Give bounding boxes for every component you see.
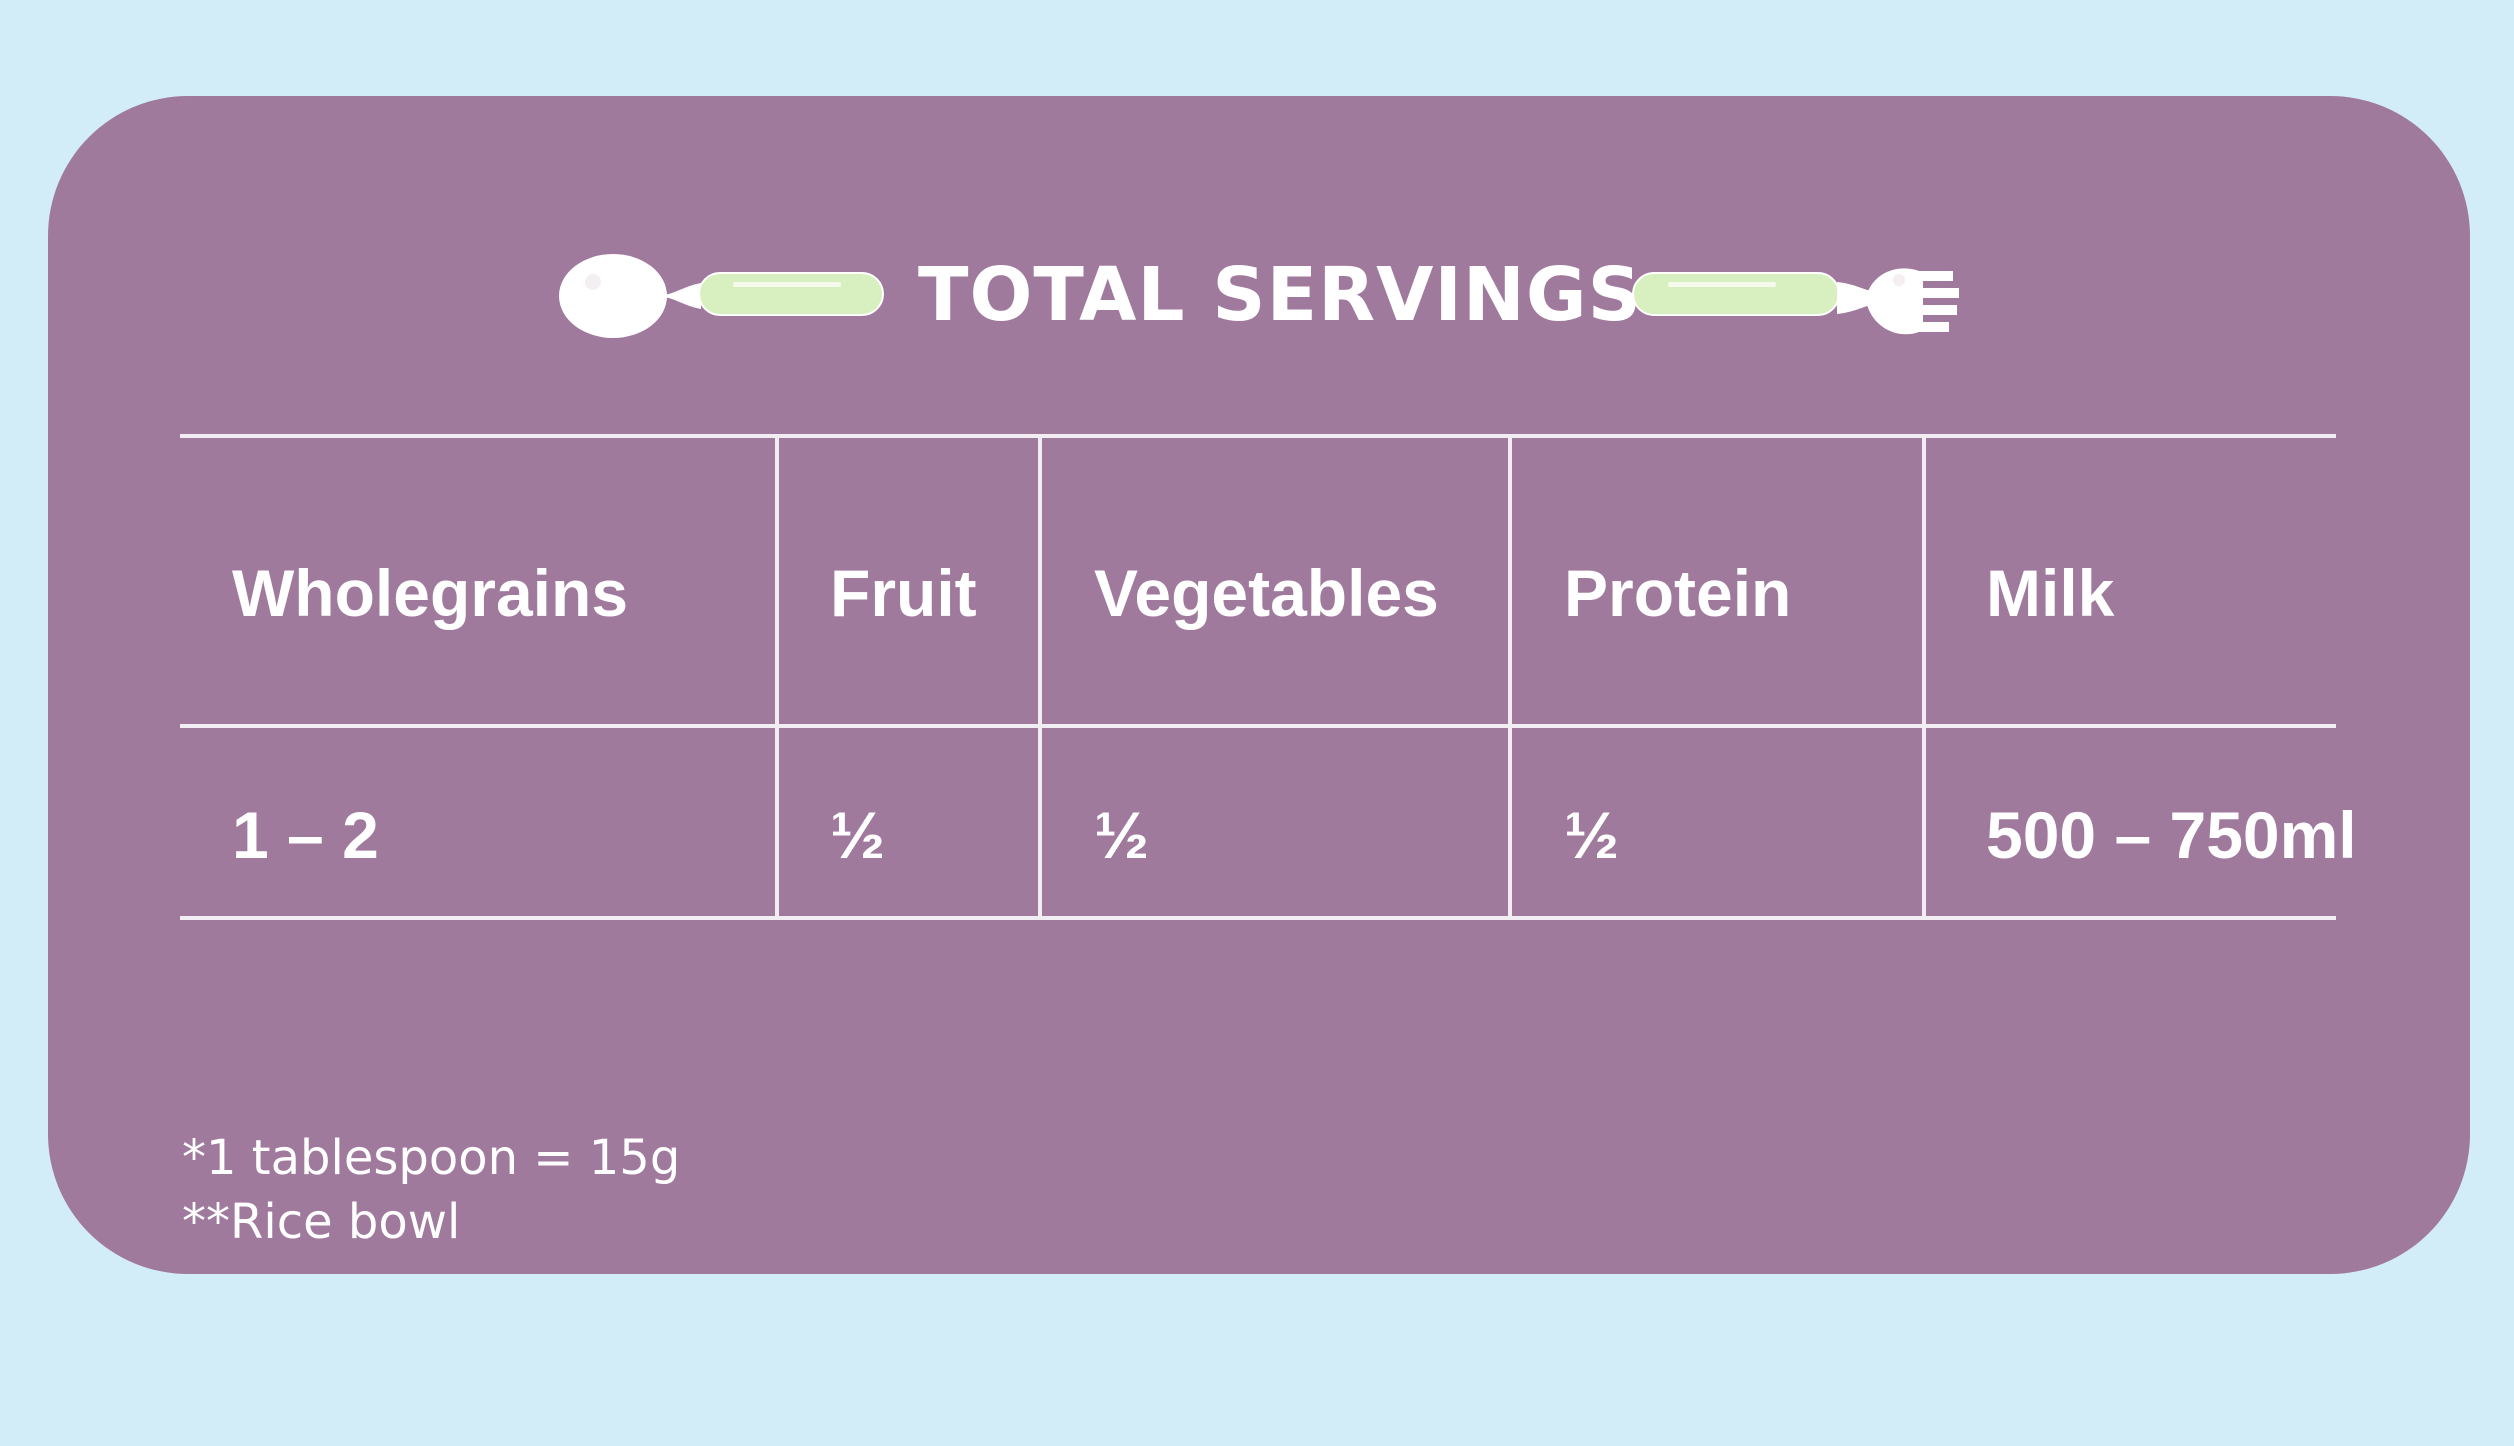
- column-header-milk: Milk: [1986, 556, 2115, 630]
- column-header-wholegrains: Wholegrains: [232, 556, 629, 630]
- table-column-divider: [1038, 434, 1042, 920]
- title-row: TOTAL SERVINGS: [48, 216, 2470, 366]
- protein-value: ½: [1564, 798, 1620, 872]
- servings-card: TOTAL SERVINGS Wholegrains Fruit Vegetab…: [48, 96, 2470, 1274]
- milk-value: 500 – 750ml: [1986, 798, 2357, 872]
- column-header-fruit: Fruit: [830, 556, 977, 630]
- tablespoon-note: *1 tablespoon = 15g: [182, 1130, 681, 1186]
- column-header-protein: Protein: [1564, 556, 1792, 630]
- fruit-value: ½: [830, 798, 886, 872]
- table-column-divider: [1508, 434, 1512, 920]
- spoon-icon: [559, 254, 884, 338]
- table-column-divider: [775, 434, 779, 920]
- table-middle-border: [180, 724, 2336, 728]
- table-column-divider: [1922, 434, 1926, 920]
- table-bottom-border: [180, 916, 2336, 920]
- fork-icon: [1632, 268, 1959, 335]
- servings-table: Wholegrains Fruit Vegetables Protein Mil…: [180, 434, 2357, 1020]
- table-top-border: [180, 434, 2336, 438]
- vegetables-value: ½: [1094, 798, 1150, 872]
- page-title: TOTAL SERVINGS: [918, 252, 1642, 338]
- column-header-vegetables: Vegetables: [1094, 556, 1439, 630]
- wholegrains-value: 1 – 2: [232, 798, 379, 872]
- rice-bowl-note: **Rice bowl: [182, 1194, 461, 1250]
